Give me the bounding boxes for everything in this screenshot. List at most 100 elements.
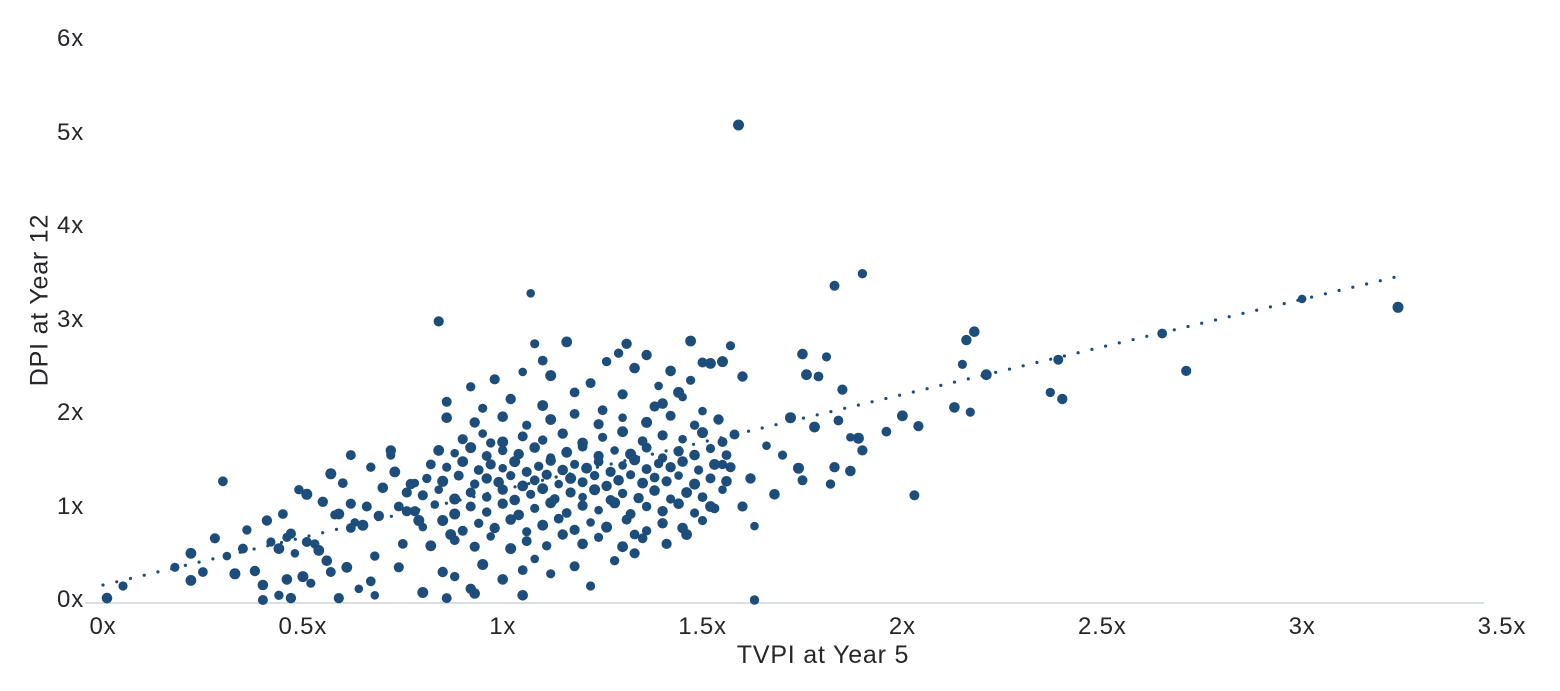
data-point [478,429,488,438]
data-point [101,592,113,604]
data-point [418,522,428,532]
data-point [797,348,808,360]
data-point [909,490,920,501]
data-point [441,396,452,407]
data-point [649,401,660,412]
data-point [690,508,700,518]
data-point [449,493,461,505]
data-point [341,561,353,573]
data-point [437,515,449,526]
data-point [317,496,328,507]
data-point [513,448,524,460]
trend-line-dot [101,583,105,587]
data-point [497,574,509,585]
data-point [537,400,549,411]
data-point [377,482,389,494]
data-point [529,442,540,453]
data-point [681,487,692,498]
data-point [697,357,708,368]
data-point [537,355,548,366]
data-point [333,593,344,604]
x-tick-label: 2x [888,613,916,640]
data-point [1181,365,1192,376]
data-point [473,465,484,475]
data-point [605,466,616,477]
data-point [609,556,620,566]
data-point [281,574,293,585]
data-point [577,500,588,511]
data-point [577,477,588,488]
data-point [625,448,637,460]
data-point [465,583,476,594]
data-point [522,420,532,430]
data-point [829,280,840,291]
trend-line-dot [1241,311,1245,315]
data-point [980,369,992,381]
data-point [370,551,380,561]
data-point [509,494,520,506]
data-point [313,545,325,556]
data-point [505,514,516,525]
data-point [678,392,687,402]
data-point [665,410,676,421]
data-point [649,485,660,496]
data-point [913,421,924,432]
data-point [237,543,248,554]
data-point [594,505,603,515]
data-point [813,371,824,382]
data-point [626,470,636,480]
data-point [433,445,445,456]
data-point [613,475,624,486]
data-point [530,339,540,349]
data-point [686,375,696,385]
data-point [717,459,728,470]
trend-line-dot [1076,351,1080,355]
data-point [497,411,509,423]
data-point [465,501,476,512]
data-point [657,430,668,441]
data-point [453,470,464,481]
data-point [617,426,628,438]
data-point [557,464,568,476]
data-point [118,581,128,591]
data-point [361,501,372,512]
data-point [717,356,728,368]
data-point [717,437,728,447]
trend-line-dot [1337,288,1341,293]
data-point [229,568,241,580]
data-point [745,473,756,484]
y-tick-label: 0x [57,586,84,613]
data-point [561,508,572,518]
data-point [521,536,532,547]
trend-line-dot [252,547,256,551]
trend-line-dot [774,423,778,427]
y-tick-label: 3x [57,305,84,333]
data-point [857,445,868,456]
data-point [852,432,864,444]
data-point [218,476,228,487]
data-point [637,436,648,446]
trend-line-dot [843,406,847,410]
data-point [529,475,540,486]
trend-line-dot [554,475,558,479]
trend-line-dot [1282,302,1286,306]
data-point [546,569,556,579]
data-point [498,463,508,473]
data-point [365,576,376,587]
data-point [569,409,580,419]
data-point [737,371,748,382]
data-point [442,462,452,472]
trend-line-dot [1186,324,1190,329]
trend-line-dot [1104,344,1108,348]
data-point [705,358,716,369]
trend-line-dot [1131,338,1135,342]
data-point [469,541,480,552]
trend-line-dot [925,387,929,391]
data-point [266,537,276,547]
data-point [417,490,428,501]
data-point [586,581,596,591]
data-point [777,450,788,460]
data-point [345,450,356,461]
data-point [769,489,780,500]
